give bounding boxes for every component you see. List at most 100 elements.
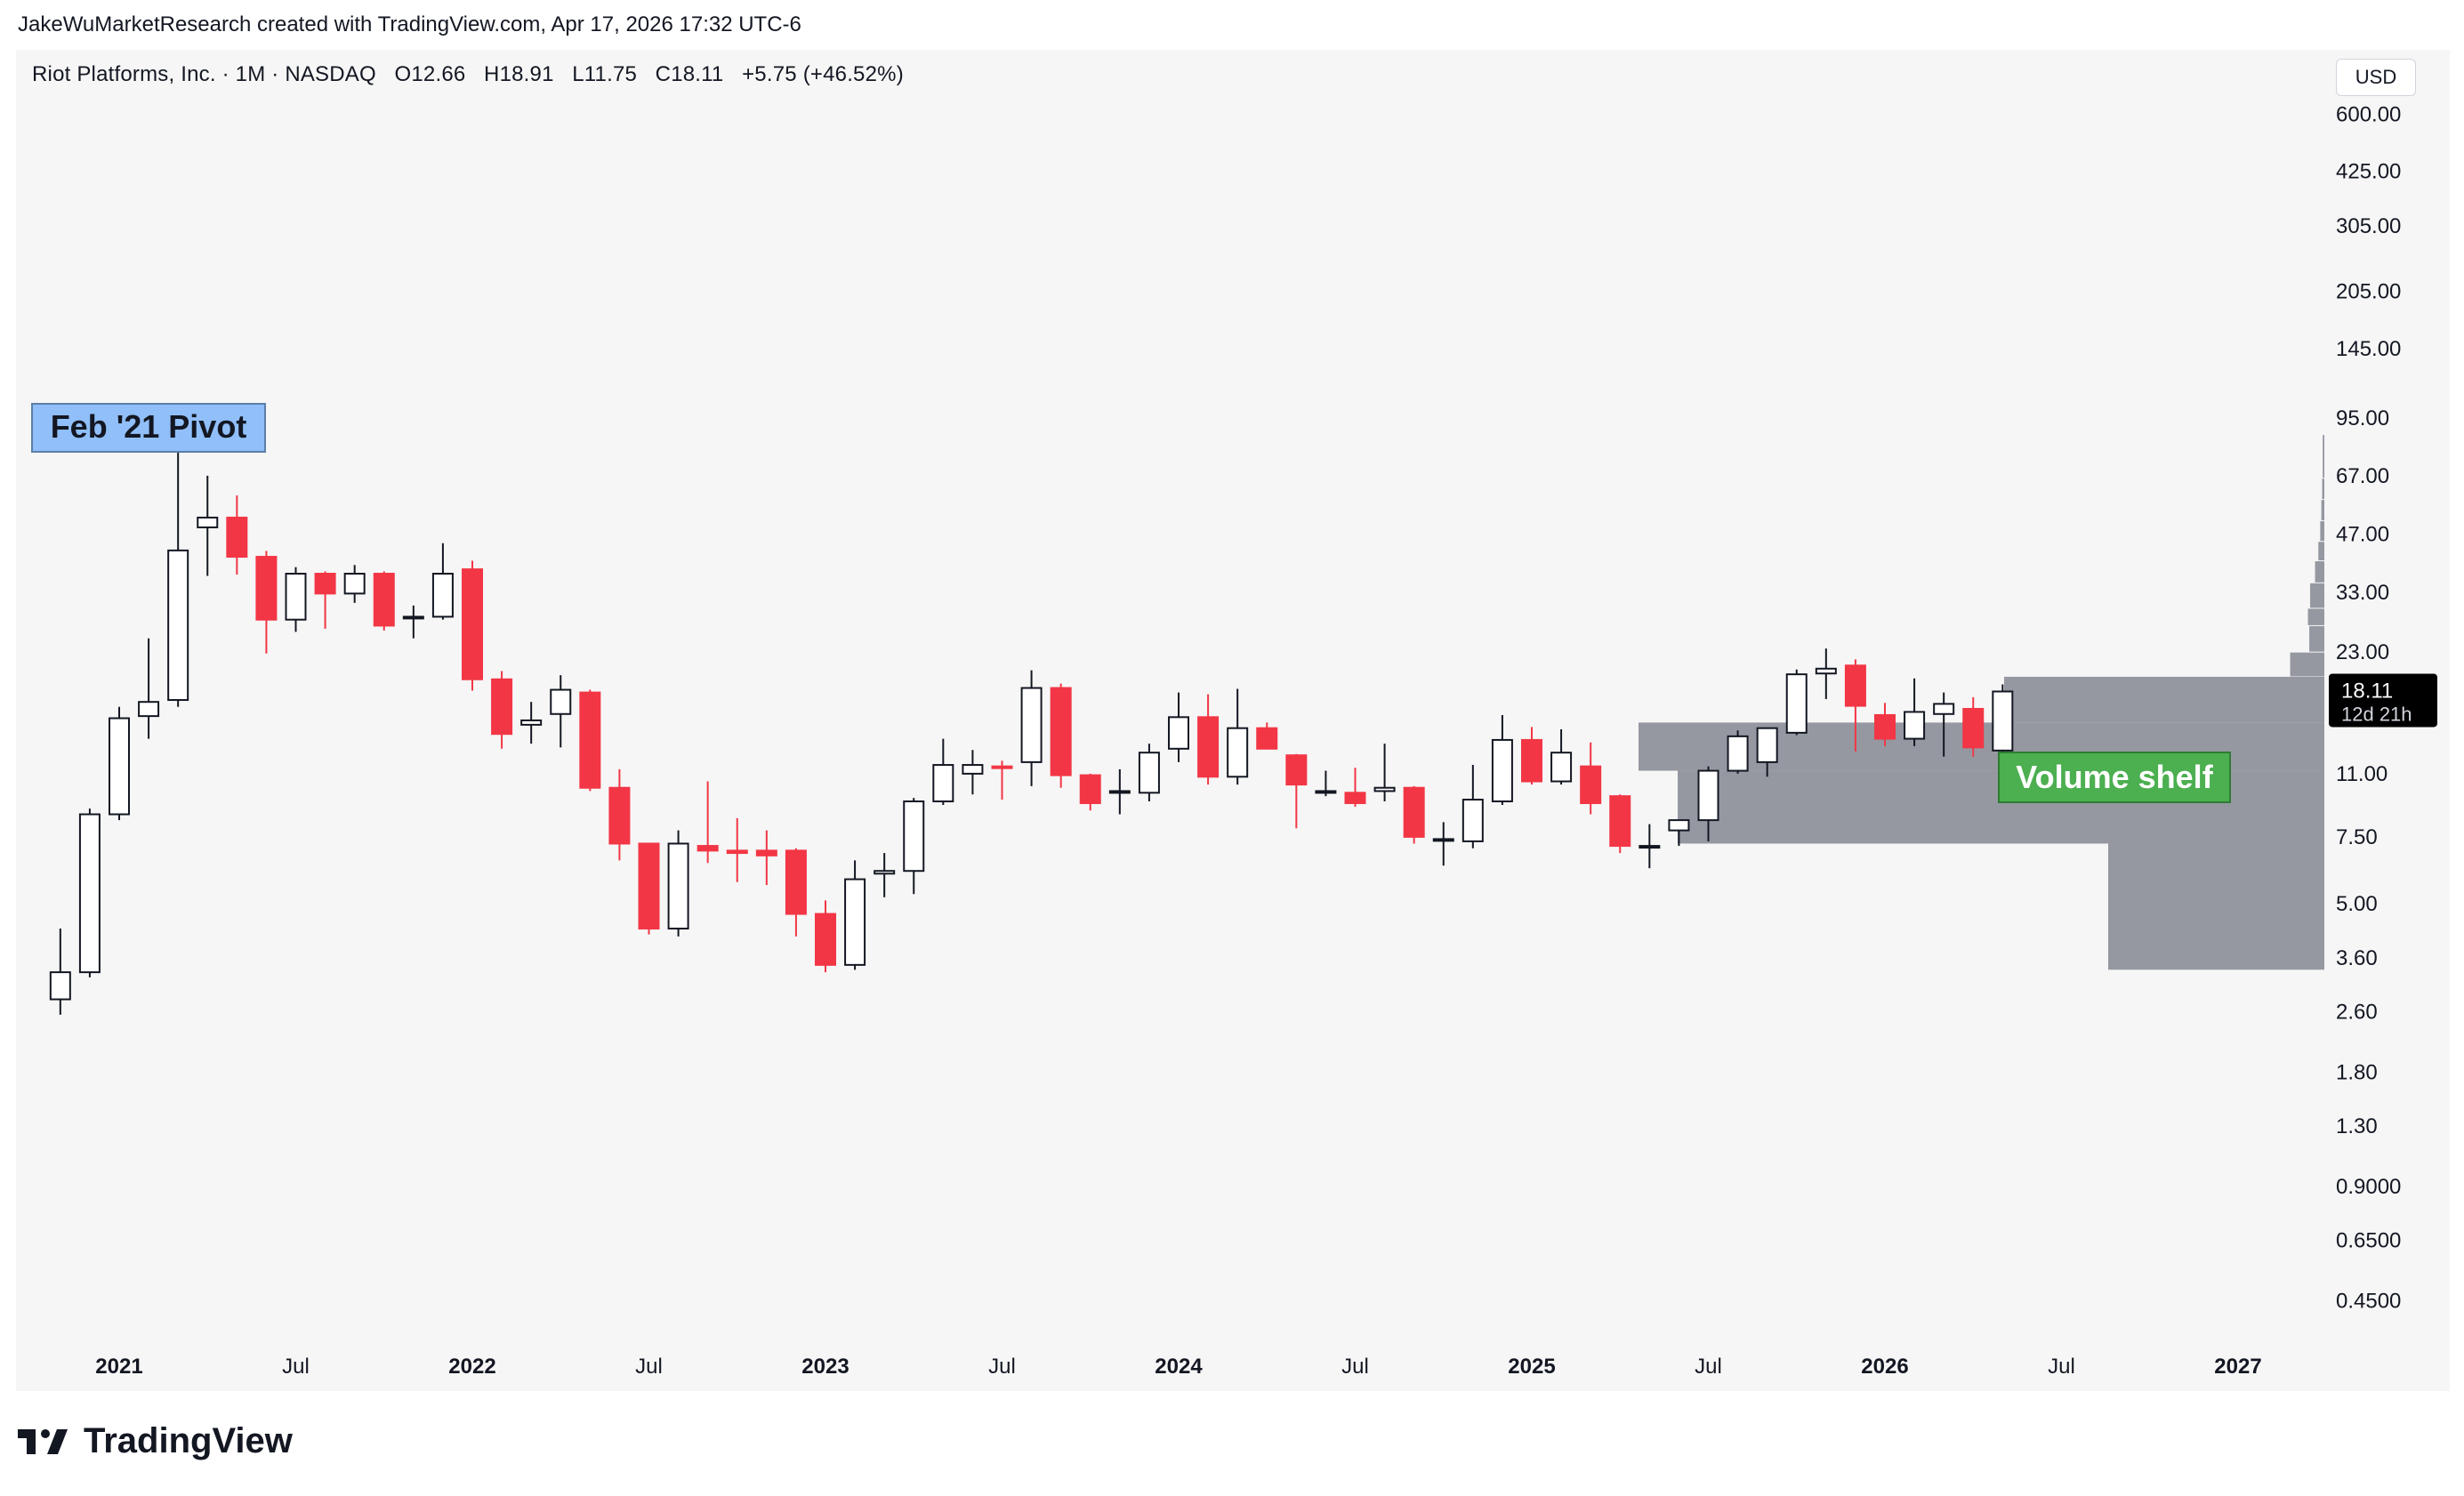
candle[interactable] bbox=[1108, 768, 1131, 815]
candle[interactable] bbox=[1256, 722, 1278, 750]
candle[interactable] bbox=[491, 671, 513, 749]
candle[interactable] bbox=[255, 551, 278, 654]
candle[interactable] bbox=[1785, 669, 1808, 736]
candle[interactable] bbox=[697, 781, 719, 864]
candle[interactable] bbox=[785, 848, 807, 937]
price-axis-tick-label: 600.00 bbox=[2336, 103, 2401, 127]
candle-body bbox=[226, 516, 248, 558]
time-axis[interactable]: 2021 Jul 2022 Jul 2023 Jul 2024 Jul 2025 Jul 2026 J… bbox=[95, 1355, 2261, 1379]
candle[interactable] bbox=[109, 706, 130, 821]
candle[interactable] bbox=[726, 817, 748, 882]
candle-body bbox=[255, 555, 278, 621]
time-axis-tick-label: 2023 bbox=[801, 1355, 849, 1379]
candle[interactable] bbox=[1639, 824, 1661, 869]
candle[interactable] bbox=[1962, 696, 1985, 757]
candle-body bbox=[1373, 786, 1396, 792]
candle[interactable] bbox=[1403, 785, 1425, 844]
candle[interactable] bbox=[1491, 714, 1513, 806]
candle[interactable] bbox=[1079, 773, 1101, 811]
candle[interactable] bbox=[874, 853, 896, 897]
candle[interactable] bbox=[608, 768, 631, 861]
time-axis-tick-label: Jul bbox=[282, 1355, 310, 1379]
candle[interactable] bbox=[226, 495, 248, 575]
candle[interactable] bbox=[1756, 727, 1778, 777]
candle[interactable] bbox=[755, 830, 777, 886]
candle[interactable] bbox=[1050, 683, 1072, 788]
candle[interactable] bbox=[402, 605, 424, 639]
candle[interactable] bbox=[1521, 727, 1542, 785]
candle[interactable] bbox=[1550, 728, 1573, 785]
candle-body bbox=[1815, 667, 1837, 675]
price-axis[interactable]: 600.00 425.00 305.00 205.00 145.00 95.00 67.00… bbox=[2336, 103, 2401, 1314]
candle[interactable] bbox=[962, 750, 984, 795]
candle[interactable] bbox=[1138, 744, 1160, 802]
candle[interactable] bbox=[462, 560, 483, 691]
candle[interactable] bbox=[1580, 742, 1602, 815]
candle[interactable] bbox=[579, 689, 601, 792]
candle[interactable] bbox=[520, 702, 543, 744]
candle[interactable] bbox=[285, 567, 307, 632]
price-axis-tick-label: 145.00 bbox=[2336, 337, 2401, 361]
candle[interactable] bbox=[638, 842, 660, 935]
candle[interactable] bbox=[78, 808, 101, 977]
candle-body bbox=[991, 765, 1013, 769]
candle-body bbox=[844, 878, 866, 966]
candle[interactable] bbox=[1020, 670, 1043, 786]
candle[interactable] bbox=[1227, 688, 1249, 785]
candle[interactable] bbox=[1933, 692, 1955, 757]
candle[interactable] bbox=[667, 830, 689, 937]
candle[interactable] bbox=[1285, 753, 1308, 829]
candle-body bbox=[667, 842, 689, 930]
candle[interactable] bbox=[1432, 822, 1454, 866]
ohlc-low: L11.75 bbox=[572, 62, 638, 86]
candle[interactable] bbox=[1344, 768, 1366, 808]
candle[interactable] bbox=[138, 638, 160, 739]
time-axis-tick-label: Jul bbox=[635, 1355, 663, 1379]
candle[interactable] bbox=[373, 571, 395, 631]
annotations: Feb '21 Pivot Volume shelf bbox=[31, 403, 2231, 803]
candle[interactable] bbox=[991, 760, 1013, 800]
candle-body bbox=[1550, 752, 1573, 783]
pivot-label[interactable]: Feb '21 Pivot bbox=[31, 403, 266, 453]
candle[interactable] bbox=[314, 571, 336, 629]
volume-profile-bar bbox=[2322, 479, 2324, 500]
ohlc-high: H18.91 bbox=[484, 62, 554, 86]
volume-shelf-label[interactable]: Volume shelf bbox=[1998, 752, 2231, 803]
candle[interactable] bbox=[49, 929, 71, 1015]
candle[interactable] bbox=[431, 543, 454, 620]
candle[interactable] bbox=[1168, 692, 1189, 762]
candle[interactable] bbox=[932, 738, 954, 806]
candle[interactable] bbox=[167, 447, 189, 707]
volume-profile-bar bbox=[2310, 583, 2324, 608]
candle[interactable] bbox=[1697, 766, 1719, 841]
price-axis-tick-label: 47.00 bbox=[2336, 523, 2389, 547]
candle[interactable] bbox=[1844, 659, 1866, 752]
symbol-name[interactable]: Riot Platforms, Inc. · 1M · NASDAQ bbox=[32, 62, 376, 86]
candle-body bbox=[1609, 795, 1631, 848]
candle[interactable] bbox=[1874, 703, 1896, 746]
candle[interactable] bbox=[1992, 684, 2014, 763]
tradingview-wordmark: TradingView bbox=[84, 1421, 293, 1460]
candle[interactable] bbox=[1727, 730, 1749, 774]
candle[interactable] bbox=[844, 860, 866, 970]
price-axis-tick-label: 1.30 bbox=[2336, 1114, 2378, 1138]
candle[interactable] bbox=[903, 798, 925, 895]
candle[interactable] bbox=[1668, 819, 1690, 847]
candle[interactable] bbox=[1815, 648, 1837, 699]
candle[interactable] bbox=[1197, 694, 1220, 785]
candle[interactable] bbox=[343, 565, 366, 603]
candle[interactable] bbox=[1609, 794, 1631, 854]
candle[interactable] bbox=[1373, 744, 1396, 802]
candle[interactable] bbox=[815, 900, 836, 973]
price-axis-tick-label: 23.00 bbox=[2336, 640, 2389, 664]
candle[interactable] bbox=[1315, 770, 1337, 797]
candle[interactable] bbox=[1461, 765, 1484, 849]
candle[interactable] bbox=[550, 675, 572, 748]
candle-body bbox=[1697, 769, 1719, 822]
candle[interactable] bbox=[197, 475, 219, 576]
candle[interactable] bbox=[1904, 678, 1926, 746]
candle-body bbox=[1521, 738, 1542, 783]
currency-button[interactable]: USD bbox=[2336, 59, 2416, 96]
tradingview-brand[interactable]: TradingView bbox=[18, 1421, 293, 1461]
